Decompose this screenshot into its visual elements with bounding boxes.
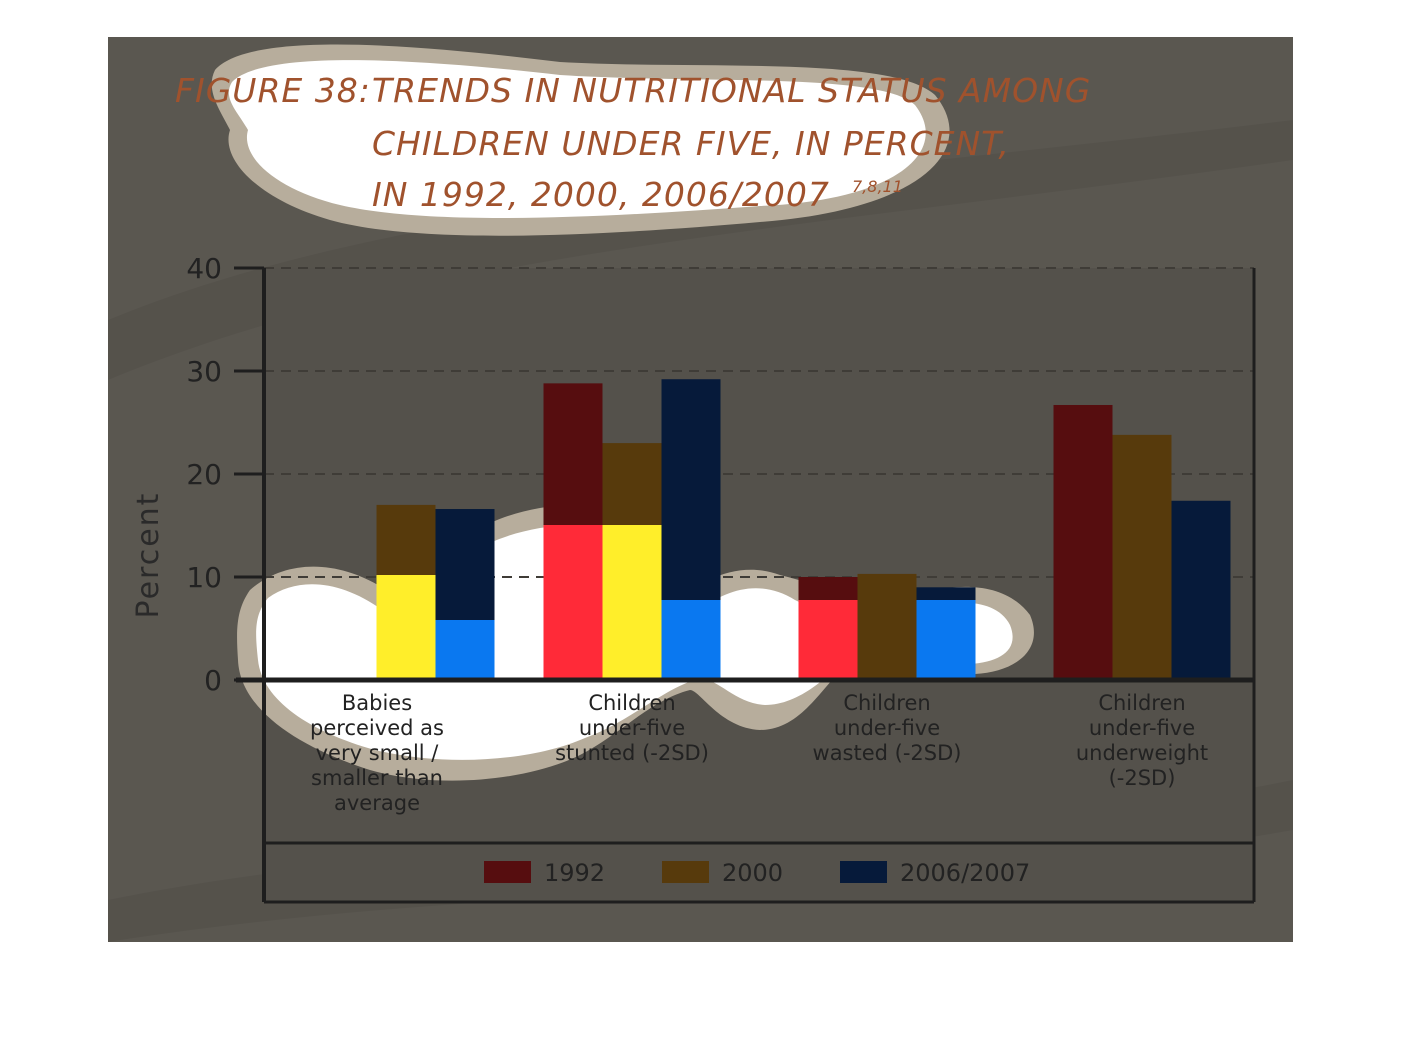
bar-2000-cat4 bbox=[1112, 434, 1172, 680]
highlight-bar-2006-2007-cat2 bbox=[661, 600, 721, 680]
highlight-bar-2000-cat2 bbox=[602, 525, 662, 680]
category-label-line: wasted (-2SD) bbox=[813, 741, 962, 765]
legend-swatch-2006-2007 bbox=[840, 861, 887, 883]
category-label-line: under-five bbox=[1089, 716, 1195, 740]
highlight-bar-2006-2007-cat3 bbox=[916, 600, 976, 680]
highlight-bar-2006-2007-cat1 bbox=[435, 620, 495, 680]
category-label-line: average bbox=[334, 791, 420, 815]
axes bbox=[236, 268, 1256, 904]
category-label-1: Babies perceived as very small / smaller th… bbox=[310, 691, 444, 815]
highlight-bar-1992-cat2 bbox=[543, 525, 603, 680]
highlight-title-blob bbox=[228, 60, 926, 219]
highlight-bar-2000-cat1 bbox=[376, 575, 436, 680]
category-label-line: Children bbox=[1098, 691, 1185, 715]
x-axis-categories: Babies perceived as very small / smaller th… bbox=[310, 691, 1208, 815]
title-prefix: FIGURE 38: bbox=[175, 71, 371, 110]
legend-swatch-1992 bbox=[484, 861, 531, 883]
bar-1992-cat4 bbox=[1053, 404, 1113, 680]
y-tick-label-0: 0 bbox=[204, 664, 222, 697]
category-label-line: under-five bbox=[579, 716, 685, 740]
category-label-3: Children under-five wasted (-2SD) bbox=[813, 691, 962, 765]
category-label-line: perceived as bbox=[310, 716, 444, 740]
y-axis-label: Percent bbox=[131, 492, 166, 619]
highlight-bar-segments bbox=[376, 525, 976, 680]
title-line-3: IN 1992, 2000, 2006/2007 bbox=[372, 175, 830, 214]
category-label-4: Children under-five underweight (-2SD) bbox=[1076, 691, 1208, 790]
y-tick-label-40: 40 bbox=[186, 252, 222, 285]
title-line-2: CHILDREN UNDER FIVE, IN PERCENT, bbox=[372, 124, 1010, 163]
y-tick-label-30: 30 bbox=[186, 355, 222, 388]
bar-2006-2007-cat4 bbox=[1171, 500, 1231, 680]
backdrop-swoosh bbox=[108, 120, 1293, 380]
category-label-line: under-five bbox=[834, 716, 940, 740]
legend: 1992 2000 2006/2007 bbox=[484, 859, 1030, 887]
chart-title: FIGURE 38: TRENDS IN NUTRITIONAL STATUS … bbox=[175, 71, 1091, 214]
legend-label-2006-2007: 2006/2007 bbox=[900, 859, 1030, 887]
legend-swatch-2000 bbox=[662, 861, 709, 883]
y-axis-ticks: 0 10 20 30 40 bbox=[186, 252, 264, 697]
y-tick-label-10: 10 bbox=[186, 561, 222, 594]
bar-2000-cat3 bbox=[857, 573, 917, 680]
legend-label-2000: 2000 bbox=[722, 859, 783, 887]
title-line-1: TRENDS IN NUTRITIONAL STATUS AMONG bbox=[372, 71, 1091, 110]
category-label-line: stunted (-2SD) bbox=[555, 741, 709, 765]
category-label-line: underweight bbox=[1076, 741, 1208, 765]
category-label-line: Children bbox=[843, 691, 930, 715]
title-superscript: 7,8,11 bbox=[852, 177, 903, 196]
y-tick-label-20: 20 bbox=[186, 458, 222, 491]
category-label-line: Babies bbox=[342, 691, 412, 715]
category-label-line: smaller than bbox=[311, 766, 443, 790]
category-label-line: (-2SD) bbox=[1109, 766, 1176, 790]
category-label-line: very small / bbox=[316, 741, 440, 765]
legend-label-1992: 1992 bbox=[544, 859, 605, 887]
category-label-2: Children under-five stunted (-2SD) bbox=[555, 691, 709, 765]
highlight-bar-1992-cat3 bbox=[798, 600, 858, 680]
category-label-line: Children bbox=[588, 691, 675, 715]
